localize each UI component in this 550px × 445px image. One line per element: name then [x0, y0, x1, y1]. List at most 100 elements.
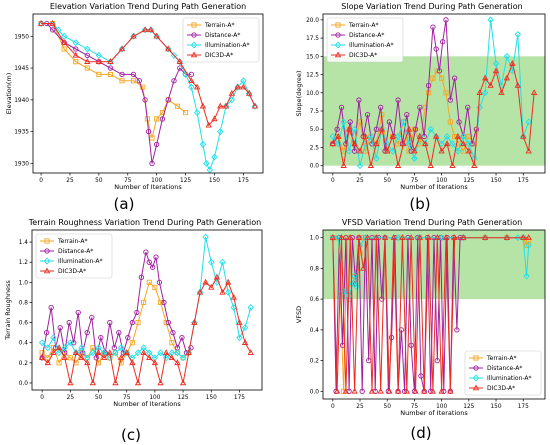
chart-title: Terrain Roughness Variation Trend During…: [28, 218, 261, 227]
legend-entry: Distance-A*: [469, 365, 522, 372]
data-point: [416, 133, 424, 140]
data-point: [433, 46, 439, 52]
legend-entry: DIC3D-A*: [469, 384, 515, 392]
data-point: [228, 89, 235, 96]
data-point: [176, 58, 183, 66]
data-point: [78, 344, 85, 352]
series-terrain-a: [38, 20, 189, 141]
legend-entry: Terrain-A*: [331, 22, 378, 29]
legend-label: DIC3D-A*: [205, 52, 233, 59]
data-point: [460, 148, 466, 154]
data-point: [165, 45, 172, 53]
data-point: [456, 119, 462, 125]
x-tick-label: 175: [238, 178, 249, 184]
data-point: [438, 147, 445, 154]
data-point: [140, 349, 147, 356]
data-point: [174, 359, 181, 366]
data-point: [146, 279, 152, 285]
data-point: [93, 355, 99, 361]
x-tick-label: 75: [123, 395, 131, 401]
data-point: [334, 126, 340, 132]
chart-panel-d: 0 25 50 75 100 125 150 175 0.0 0.2 0.4 0.6 0.8 1.0 VFS…: [295, 218, 546, 442]
data-point: [398, 327, 405, 333]
x-tick-label: 0: [39, 178, 43, 184]
data-point: [202, 233, 209, 241]
data-point: [247, 304, 254, 311]
data-point: [213, 273, 221, 280]
data-point: [514, 234, 522, 242]
data-point: [360, 264, 367, 271]
data-point: [61, 344, 68, 352]
data-point: [161, 299, 167, 306]
data-point: [179, 335, 185, 341]
data-point: [170, 329, 176, 336]
series-line: [332, 237, 529, 392]
data-point: [525, 234, 532, 240]
data-point: [245, 89, 253, 96]
legend-label: Terrain-A*: [57, 238, 87, 245]
y-tick-label: 0.2: [19, 361, 29, 367]
legend-marker: [44, 238, 50, 244]
data-point: [440, 39, 446, 45]
data-point: [37, 20, 45, 28]
data-point: [84, 45, 91, 53]
data-point: [118, 45, 126, 53]
data-point: [351, 148, 358, 154]
x-tick-label: 100: [149, 395, 160, 401]
series-dic3d-a: [37, 20, 259, 128]
data-point: [429, 387, 437, 394]
data-point: [432, 133, 440, 140]
y-tick-label: 0.0: [19, 381, 29, 387]
data-point: [143, 249, 149, 255]
data-point: [349, 280, 356, 288]
data-point: [333, 387, 341, 394]
data-point: [373, 234, 380, 240]
x-tick-label: 0: [331, 178, 335, 184]
y-tick-label: 1.0: [19, 280, 29, 286]
data-point: [217, 102, 224, 109]
series-dic3d-a: [38, 273, 254, 386]
legend-box: [326, 17, 404, 63]
data-point: [395, 97, 401, 103]
data-point: [364, 234, 371, 240]
legend-marker: [191, 32, 197, 38]
data-point: [50, 349, 57, 356]
series-line: [332, 19, 530, 166]
data-point: [55, 349, 63, 357]
data-point: [345, 292, 353, 300]
data-point: [49, 20, 56, 28]
data-point: [368, 387, 376, 394]
data-point: [107, 58, 114, 66]
data-point: [245, 90, 253, 97]
data-point: [145, 129, 152, 135]
data-point: [514, 30, 522, 38]
data-point: [443, 133, 451, 140]
data-point: [96, 71, 102, 77]
x-tick-label: 125: [463, 404, 474, 410]
data-point: [335, 132, 342, 139]
data-point: [193, 109, 201, 117]
data-point: [412, 126, 419, 132]
y-tick-label: 1935: [14, 130, 29, 136]
data-point: [329, 133, 337, 140]
data-point: [146, 259, 152, 265]
plot-frame: [32, 13, 264, 174]
data-point: [353, 283, 360, 291]
y-tick-label: 1940: [14, 98, 29, 104]
data-point: [141, 26, 149, 33]
data-point: [176, 58, 183, 64]
x-tick-label: 125: [180, 178, 191, 184]
data-point: [191, 319, 198, 325]
data-point: [345, 147, 353, 155]
y-tick-label: 0.8: [19, 300, 29, 306]
x-tick-label: 175: [234, 395, 245, 401]
y-tick-label: 1.4: [19, 240, 29, 246]
data-point: [72, 349, 80, 356]
data-point: [430, 75, 436, 81]
data-point: [38, 339, 46, 347]
legend-label: Illumination-A*: [349, 42, 394, 49]
data-point: [412, 387, 419, 394]
data-point: [147, 26, 155, 33]
legend-entry: Distance-A*: [187, 32, 240, 39]
y-tick-label: 1950: [14, 34, 29, 40]
